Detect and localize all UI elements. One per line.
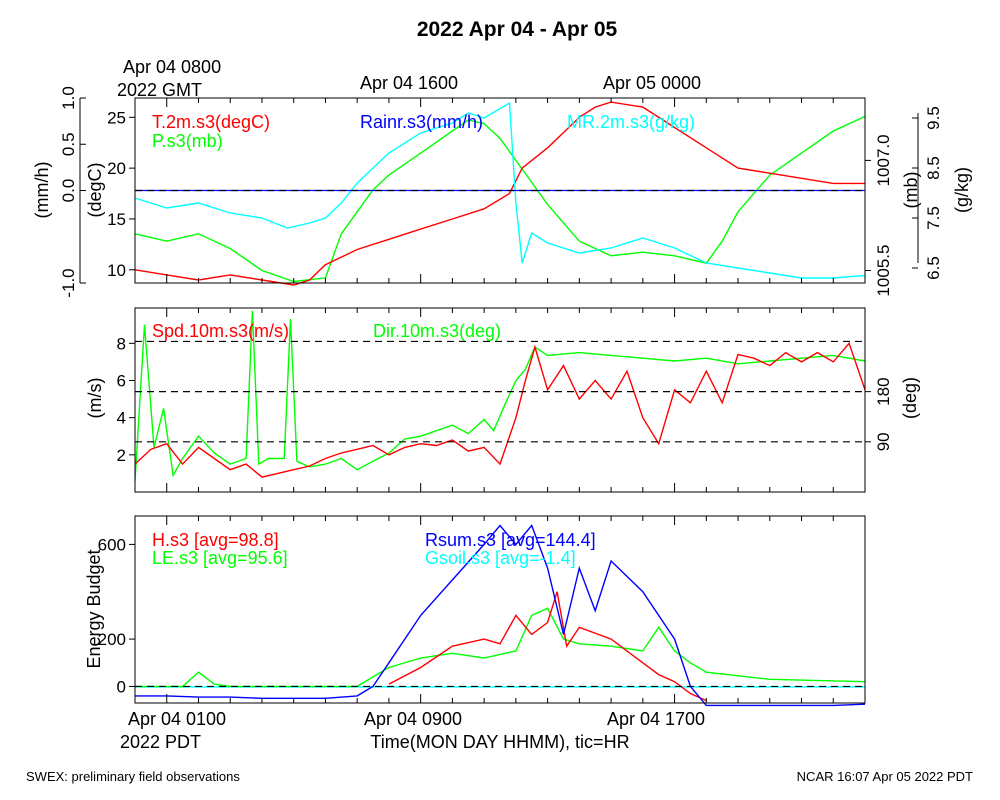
ylabel-rain-rate: (mm/h)	[32, 162, 52, 219]
tick-label-mm-h: -1.0	[59, 268, 78, 297]
tick-label-energy: 0	[117, 677, 126, 696]
ylabel-temperature: (degC)	[85, 162, 105, 217]
tick-label-energy: 200	[98, 630, 126, 649]
series-line-latent-heat	[135, 607, 866, 688]
tick-label-g-kg: 6.5	[924, 256, 943, 280]
bottom-axis-label-1: Apr 04 0100	[128, 709, 226, 729]
series-line-sensible-heat	[388, 591, 707, 702]
wind-panel-frame	[134, 307, 866, 493]
tick-label-m-s: 6	[117, 371, 126, 390]
legend-soil-heat: Gsoil.s3 [avg=-1.4]	[425, 548, 576, 568]
tick-label-mb: 1005.5	[874, 245, 893, 297]
top-axis-label-1: Apr 04 1600	[360, 73, 458, 93]
tick-label-mm-h: 0.0	[59, 179, 78, 203]
met-panel-frame	[134, 97, 866, 284]
ylabel-mixing-ratio: (g/kg)	[952, 167, 972, 213]
tick-label-g-kg: 8.5	[924, 156, 943, 180]
legend-mixing-ratio: MR.2m.s3(g/kg)	[567, 112, 695, 132]
tick-label-deg: 90	[874, 432, 893, 451]
energy-panel: H.s3 [avg=98.8] LE.s3 [avg=95.6] Rsum.s3…	[84, 515, 866, 707]
wind-panel-lines	[134, 310, 866, 481]
tick-label-g-kg: 7.5	[924, 206, 943, 230]
tick-label-mm-h: 1.0	[59, 86, 78, 110]
tick-label-energy: 600	[98, 535, 126, 554]
series-line-pressure	[134, 115, 866, 283]
legend-temperature: T.2m.s3(degC)	[152, 112, 270, 132]
tick-label-m-s: 4	[117, 409, 126, 428]
legend-rain-rate: Rainr.s3(mm/h)	[360, 112, 483, 132]
ylabel-wind-direction: (deg)	[900, 377, 920, 419]
chart-title: 2022 Apr 04 - Apr 05	[417, 18, 618, 41]
tick-label-degc: 20	[107, 159, 126, 178]
ylabel-pressure: (mb)	[901, 172, 921, 209]
bottom-axis-label-3: Apr 04 1700	[607, 709, 705, 729]
top-axis-first-label-line2: 2022 GMT	[117, 80, 202, 100]
ylabel-energy-budget: Energy Budget	[84, 549, 104, 668]
tick-label-mm-h: 0.5	[59, 132, 78, 156]
legend-radiation-sum: Rsum.s3 [avg=144.4]	[425, 530, 596, 550]
legend-sensible-heat: H.s3 [avg=98.8]	[152, 530, 279, 550]
top-axis-label-2: Apr 05 0000	[603, 73, 701, 93]
energy-panel-lines	[135, 524, 866, 707]
bottom-axis-label-2: Apr 04 0900	[364, 709, 462, 729]
series-line-wind-speed	[134, 341, 866, 478]
tick-label-g-kg: 9.5	[924, 106, 943, 130]
legend-pressure: P.s3(mb)	[152, 131, 223, 151]
bottom-axis-sublabel: 2022 PDT	[120, 732, 201, 752]
top-axis-first-label: Apr 04 0800	[123, 57, 221, 77]
series-line-radiation-sum	[135, 524, 866, 707]
legend-wind-direction: Dir.10m.s3(deg)	[373, 321, 501, 341]
ylabel-wind-speed: (m/s)	[85, 378, 105, 419]
energy-panel-frame	[134, 515, 866, 704]
tick-label-degc: 15	[107, 210, 126, 229]
legend-wind-speed: Spd.10m.s3(m/s)	[152, 321, 289, 341]
tick-label-degc: 25	[107, 108, 126, 127]
wind-panel: Spd.10m.s3(m/s) Dir.10m.s3(deg) (m/s) (d…	[85, 307, 920, 493]
tick-label-mb: 1007.0	[874, 134, 893, 186]
series-line-wind-direction	[134, 310, 866, 481]
met-panel: T.2m.s3(degC) P.s3(mb) Rainr.s3(mm/h) MR…	[32, 97, 972, 286]
x-axis-label: Time(MON DAY HHMM), tic=HR	[370, 732, 629, 752]
tick-label-m-s: 8	[117, 334, 126, 353]
series-line-mixing-ratio	[134, 101, 866, 279]
footer-right: NCAR 16:07 Apr 05 2022 PDT	[797, 769, 973, 784]
tick-label-deg: 180	[874, 377, 893, 405]
tick-label-degc: 10	[107, 261, 126, 280]
footer-left: SWEX: preliminary field observations	[26, 769, 240, 784]
axis-ticks: 252015101.00.50.0-1.01007.01005.59.58.57…	[59, 86, 943, 703]
tick-label-m-s: 2	[117, 446, 126, 465]
legend-latent-heat: LE.s3 [avg=95.6]	[152, 548, 288, 568]
